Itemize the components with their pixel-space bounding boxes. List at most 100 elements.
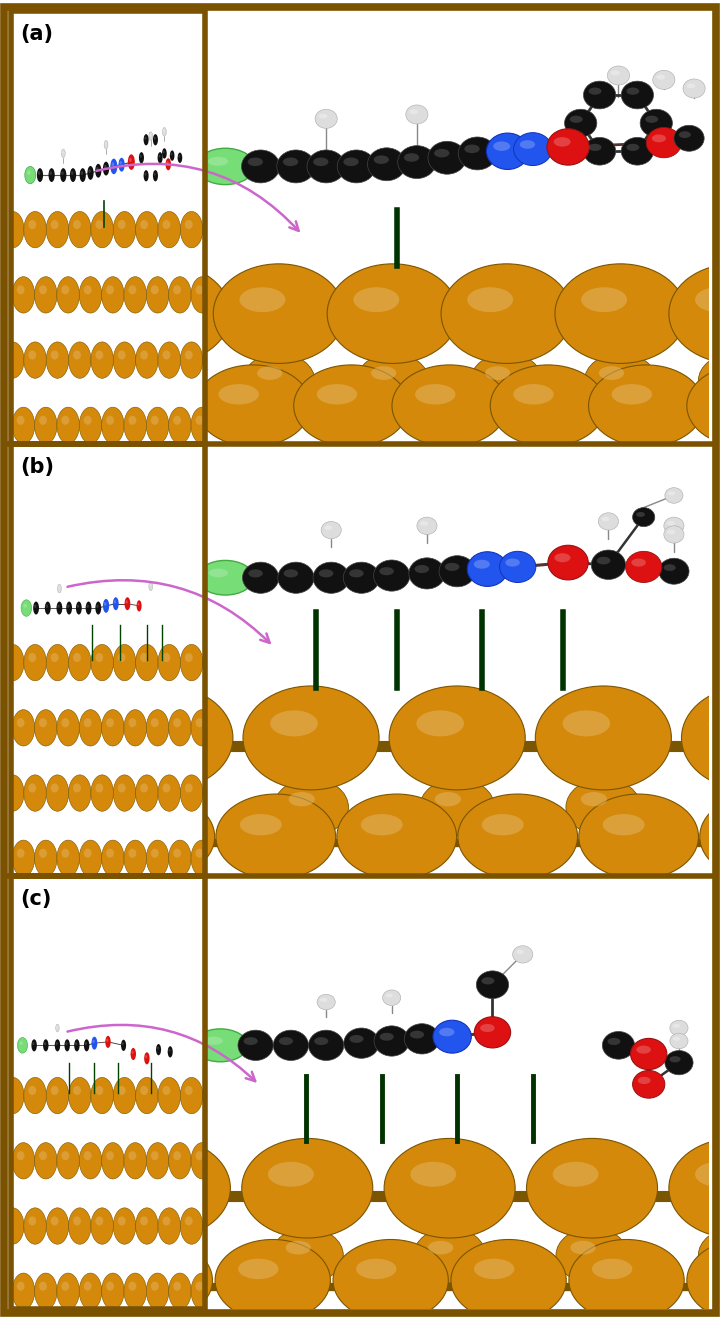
Ellipse shape bbox=[431, 451, 453, 463]
Ellipse shape bbox=[91, 1208, 114, 1245]
Ellipse shape bbox=[132, 1051, 134, 1053]
Ellipse shape bbox=[158, 154, 161, 157]
Ellipse shape bbox=[17, 718, 24, 727]
Ellipse shape bbox=[34, 605, 37, 609]
Ellipse shape bbox=[128, 718, 136, 727]
Ellipse shape bbox=[416, 710, 464, 737]
Ellipse shape bbox=[73, 1086, 81, 1096]
Ellipse shape bbox=[185, 1086, 193, 1096]
Ellipse shape bbox=[566, 779, 641, 836]
Ellipse shape bbox=[68, 1077, 91, 1114]
Ellipse shape bbox=[146, 840, 169, 876]
Ellipse shape bbox=[84, 1039, 89, 1052]
Ellipse shape bbox=[61, 849, 69, 858]
Ellipse shape bbox=[6, 351, 14, 359]
Ellipse shape bbox=[274, 1030, 308, 1060]
Ellipse shape bbox=[57, 277, 79, 313]
Ellipse shape bbox=[104, 890, 206, 961]
Ellipse shape bbox=[0, 1272, 12, 1309]
Ellipse shape bbox=[73, 653, 81, 663]
Ellipse shape bbox=[86, 605, 89, 609]
Ellipse shape bbox=[35, 1143, 57, 1179]
Ellipse shape bbox=[135, 884, 158, 896]
Ellipse shape bbox=[17, 285, 24, 294]
Ellipse shape bbox=[487, 133, 528, 169]
Ellipse shape bbox=[180, 1208, 203, 1245]
Ellipse shape bbox=[445, 562, 459, 572]
Ellipse shape bbox=[344, 1028, 379, 1059]
Ellipse shape bbox=[124, 1143, 146, 1179]
Ellipse shape bbox=[68, 211, 91, 248]
Ellipse shape bbox=[458, 137, 497, 170]
Ellipse shape bbox=[102, 710, 124, 746]
Ellipse shape bbox=[349, 569, 364, 577]
Ellipse shape bbox=[270, 710, 318, 737]
Ellipse shape bbox=[135, 211, 158, 248]
Ellipse shape bbox=[633, 508, 654, 527]
Ellipse shape bbox=[57, 1272, 79, 1309]
Ellipse shape bbox=[713, 441, 720, 486]
Ellipse shape bbox=[124, 840, 146, 876]
Ellipse shape bbox=[65, 1039, 70, 1052]
Ellipse shape bbox=[243, 1038, 258, 1045]
Ellipse shape bbox=[146, 407, 169, 444]
Ellipse shape bbox=[435, 792, 461, 807]
Ellipse shape bbox=[597, 557, 611, 565]
Ellipse shape bbox=[536, 686, 672, 789]
Ellipse shape bbox=[359, 1316, 423, 1320]
Ellipse shape bbox=[191, 1272, 214, 1309]
Ellipse shape bbox=[17, 1151, 24, 1160]
Ellipse shape bbox=[343, 562, 379, 593]
Ellipse shape bbox=[417, 517, 437, 535]
Ellipse shape bbox=[240, 814, 282, 836]
Ellipse shape bbox=[66, 1041, 68, 1045]
Ellipse shape bbox=[687, 364, 720, 446]
Ellipse shape bbox=[163, 351, 171, 359]
Ellipse shape bbox=[102, 1143, 124, 1179]
Ellipse shape bbox=[279, 1038, 293, 1045]
Ellipse shape bbox=[145, 173, 146, 176]
Ellipse shape bbox=[50, 653, 58, 663]
Ellipse shape bbox=[46, 342, 68, 379]
Ellipse shape bbox=[441, 264, 572, 363]
Ellipse shape bbox=[482, 814, 523, 836]
Ellipse shape bbox=[208, 569, 228, 577]
Ellipse shape bbox=[669, 1138, 720, 1238]
Ellipse shape bbox=[158, 644, 181, 681]
Ellipse shape bbox=[410, 110, 418, 115]
Ellipse shape bbox=[105, 1036, 111, 1048]
Ellipse shape bbox=[289, 792, 315, 807]
Ellipse shape bbox=[113, 644, 136, 681]
Ellipse shape bbox=[0, 407, 12, 444]
Ellipse shape bbox=[374, 156, 389, 164]
Ellipse shape bbox=[307, 150, 346, 183]
Ellipse shape bbox=[477, 972, 508, 998]
Ellipse shape bbox=[136, 451, 158, 463]
Ellipse shape bbox=[268, 1162, 314, 1187]
Ellipse shape bbox=[710, 1259, 720, 1279]
Ellipse shape bbox=[239, 968, 258, 977]
Ellipse shape bbox=[562, 710, 610, 737]
Ellipse shape bbox=[213, 264, 344, 363]
Ellipse shape bbox=[67, 605, 69, 609]
Ellipse shape bbox=[611, 70, 620, 75]
Ellipse shape bbox=[0, 840, 12, 876]
Ellipse shape bbox=[598, 512, 618, 531]
Ellipse shape bbox=[631, 558, 646, 566]
Ellipse shape bbox=[406, 106, 428, 124]
Ellipse shape bbox=[397, 145, 436, 178]
Ellipse shape bbox=[700, 795, 720, 879]
Ellipse shape bbox=[1, 1077, 24, 1114]
Ellipse shape bbox=[39, 1282, 47, 1291]
Ellipse shape bbox=[248, 157, 263, 166]
Ellipse shape bbox=[628, 907, 664, 924]
Ellipse shape bbox=[57, 710, 79, 746]
Ellipse shape bbox=[698, 1228, 720, 1283]
Ellipse shape bbox=[23, 603, 27, 607]
Ellipse shape bbox=[127, 958, 183, 997]
Ellipse shape bbox=[241, 150, 280, 183]
Ellipse shape bbox=[195, 364, 311, 446]
Ellipse shape bbox=[32, 1041, 35, 1045]
Ellipse shape bbox=[106, 416, 114, 425]
Ellipse shape bbox=[124, 907, 160, 924]
